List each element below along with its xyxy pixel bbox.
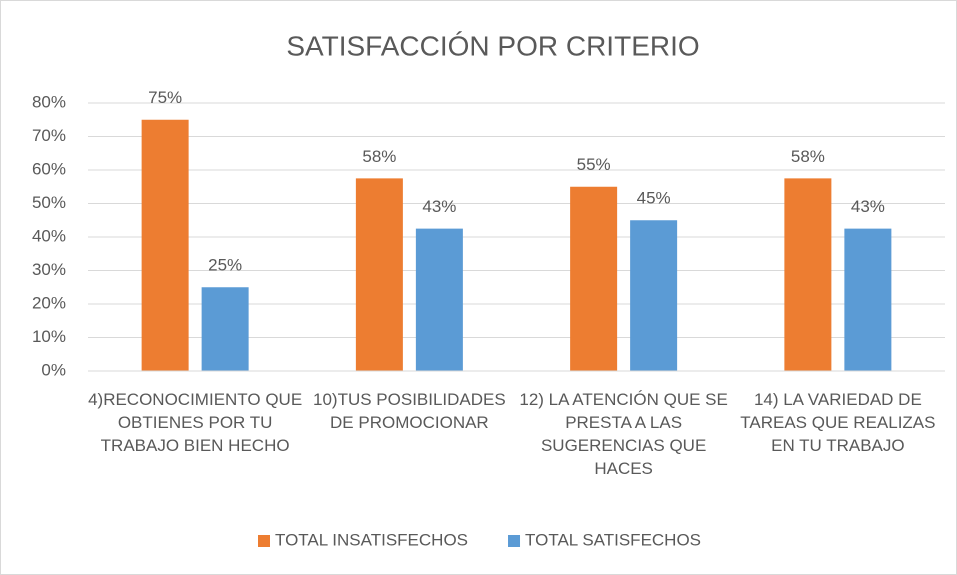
y-tick-label: 80% — [32, 92, 66, 111]
bar — [201, 287, 249, 371]
bar — [415, 228, 463, 371]
bar — [570, 186, 618, 371]
bar — [630, 220, 678, 371]
data-label: 25% — [208, 256, 242, 275]
bar — [844, 228, 892, 371]
legend-label: TOTAL SATISFECHOS — [525, 530, 701, 549]
bar — [141, 119, 189, 371]
data-label: 58% — [362, 147, 396, 166]
bar — [784, 178, 832, 371]
y-tick-label: 40% — [32, 226, 66, 245]
y-tick-label: 20% — [32, 293, 66, 312]
x-tick-label: 10)TUS POSIBILIDADES DE PROMOCIONAR — [313, 390, 506, 432]
data-label: 45% — [637, 189, 671, 208]
y-tick-label: 10% — [32, 327, 66, 346]
legend-swatch — [258, 535, 270, 547]
legend-label: TOTAL INSATISFECHOS — [275, 530, 468, 549]
y-tick-label: 30% — [32, 260, 66, 279]
bar — [355, 178, 403, 371]
x-tick-label: 14) LA VARIEDAD DE TAREAS QUE REALIZAS E… — [740, 390, 936, 455]
y-tick-label: 50% — [32, 193, 66, 212]
data-label: 75% — [148, 88, 182, 107]
legend-swatch — [508, 535, 521, 547]
x-tick-label: 4)RECONOCIMIENTO QUE OBTIENES POR TU TRA… — [88, 390, 303, 455]
y-tick-label: 70% — [32, 126, 66, 145]
chart-title: SATISFACCIÓN POR CRITERIO — [286, 30, 699, 61]
data-label: 58% — [791, 147, 825, 166]
y-tick-label: 60% — [32, 159, 66, 178]
data-label: 43% — [422, 197, 456, 216]
data-label: 55% — [577, 155, 611, 174]
data-label: 43% — [851, 197, 885, 216]
x-tick-label: 12) LA ATENCIÓN QUE SE PRESTA A LAS SUGE… — [519, 390, 728, 478]
y-tick-label: 0% — [41, 360, 66, 379]
